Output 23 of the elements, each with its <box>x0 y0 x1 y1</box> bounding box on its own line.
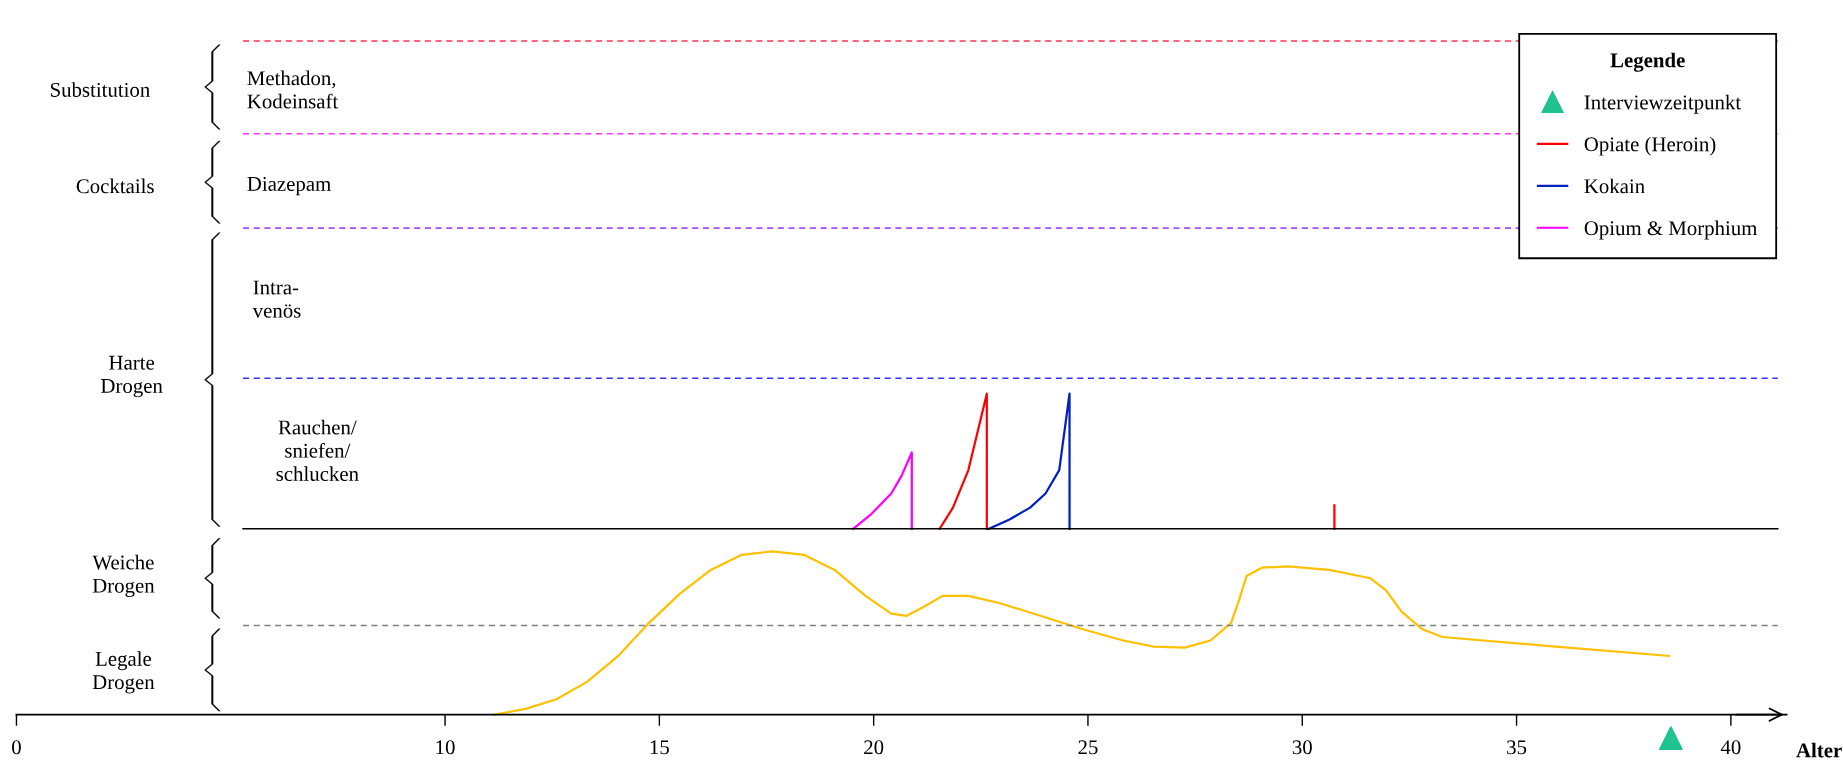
legend-title: Legende <box>1610 52 1685 72</box>
x-axis-title: Alter <box>1796 742 1842 758</box>
x-tick-label: 25 <box>1078 740 1098 755</box>
x-tick-label: 15 <box>650 740 669 755</box>
legend-label: Interviewzeitpunkt <box>1584 94 1742 114</box>
text: Intra- venös <box>252 280 301 318</box>
legend-label: Kokain <box>1584 178 1645 194</box>
x-tick-label: 10 <box>436 740 455 755</box>
text: Diazepam <box>247 176 331 196</box>
annotation: Legale Drogen <box>92 651 155 694</box>
x-tick-label: 35 <box>1507 740 1527 755</box>
legend-label: Opiate (Heroin) <box>1584 136 1716 156</box>
annotation: Harte Drogen <box>101 355 163 398</box>
x-tick-label: 0 <box>12 740 21 755</box>
text: Cocktails <box>76 178 154 194</box>
annotation: Weiche Drogen <box>92 554 155 598</box>
x-tick-label: 40 <box>1720 740 1741 755</box>
text: Methadon, Kodeinsaft <box>247 70 339 109</box>
legend-label: Opium & Morphium <box>1584 220 1758 240</box>
text: Substitution <box>50 82 150 97</box>
x-tick-label: 20 <box>864 740 884 755</box>
annotation: Rauchen/ sniefen/ schlucken <box>276 419 359 481</box>
x-tick-label: 30 <box>1292 740 1312 755</box>
